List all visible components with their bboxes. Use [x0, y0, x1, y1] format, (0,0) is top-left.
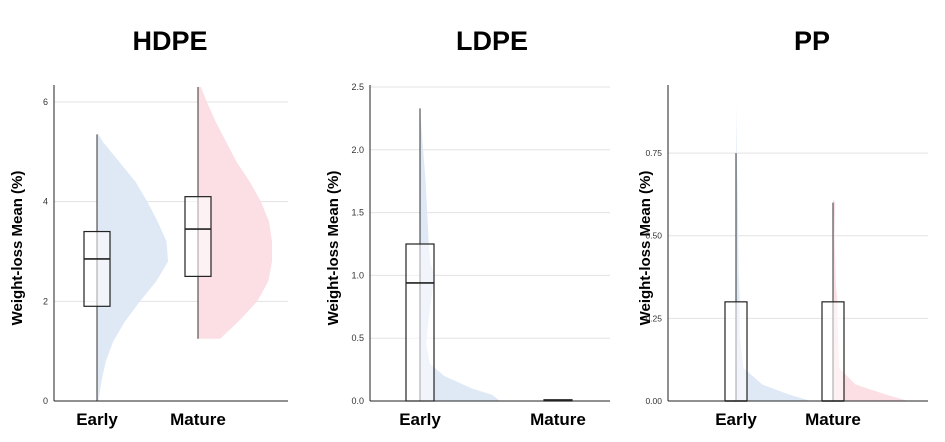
x-tick-label: Mature [530, 410, 586, 429]
y-tick-label: 0 [43, 396, 48, 406]
y-tick-label: 0.00 [645, 396, 662, 406]
density-mature [198, 87, 272, 339]
box-mature [184, 196, 212, 277]
y-tick-label: 4 [43, 197, 48, 207]
y-axis-label: Weight-loss Mean (%) [325, 171, 342, 326]
density-early [97, 134, 169, 401]
panel-title: LDPE [456, 26, 528, 56]
y-tick-label: 0.50 [645, 231, 662, 241]
box-early [83, 230, 111, 307]
y-tick-label: 0.5 [351, 333, 364, 343]
y-axis-label: Weight-loss Mean (%) [9, 171, 26, 326]
y-tick-label: 0.0 [351, 396, 364, 406]
y-tick-label: 0.75 [645, 148, 662, 158]
box-early [405, 243, 435, 402]
x-tick-label: Mature [170, 410, 226, 429]
y-tick-label: 6 [43, 97, 48, 107]
panel-pp: PP Weight-loss Mean (%) 0.00 0.25 0.50 0.75 Ea… [637, 26, 928, 429]
y-tick-label: 2 [43, 296, 48, 306]
box-mature [821, 301, 845, 402]
box-early [724, 301, 748, 402]
x-tick-label: Early [715, 410, 757, 429]
y-tick-label: 2.5 [351, 82, 364, 92]
panel-title: HDPE [132, 26, 207, 56]
y-tick-label: 1.0 [351, 270, 364, 280]
y-tick-label: 2.0 [351, 145, 364, 155]
y-tick-label: 1.5 [351, 208, 364, 218]
panel-hdpe: HDPE Weight-loss Mean (%) 0 2 4 6 Early Mature [9, 26, 288, 429]
x-tick-label: Mature [805, 410, 861, 429]
y-axis-label: Weight-loss Mean (%) [637, 171, 654, 326]
panel-ldpe: LDPE Weight-loss Mean (%) 0.0 0.5 1.0 1.5 2.0 2… [325, 26, 610, 429]
x-tick-label: Early [399, 410, 441, 429]
panel-title: PP [794, 26, 830, 56]
y-tick-label: 0.25 [645, 313, 662, 323]
x-tick-label: Early [76, 410, 118, 429]
